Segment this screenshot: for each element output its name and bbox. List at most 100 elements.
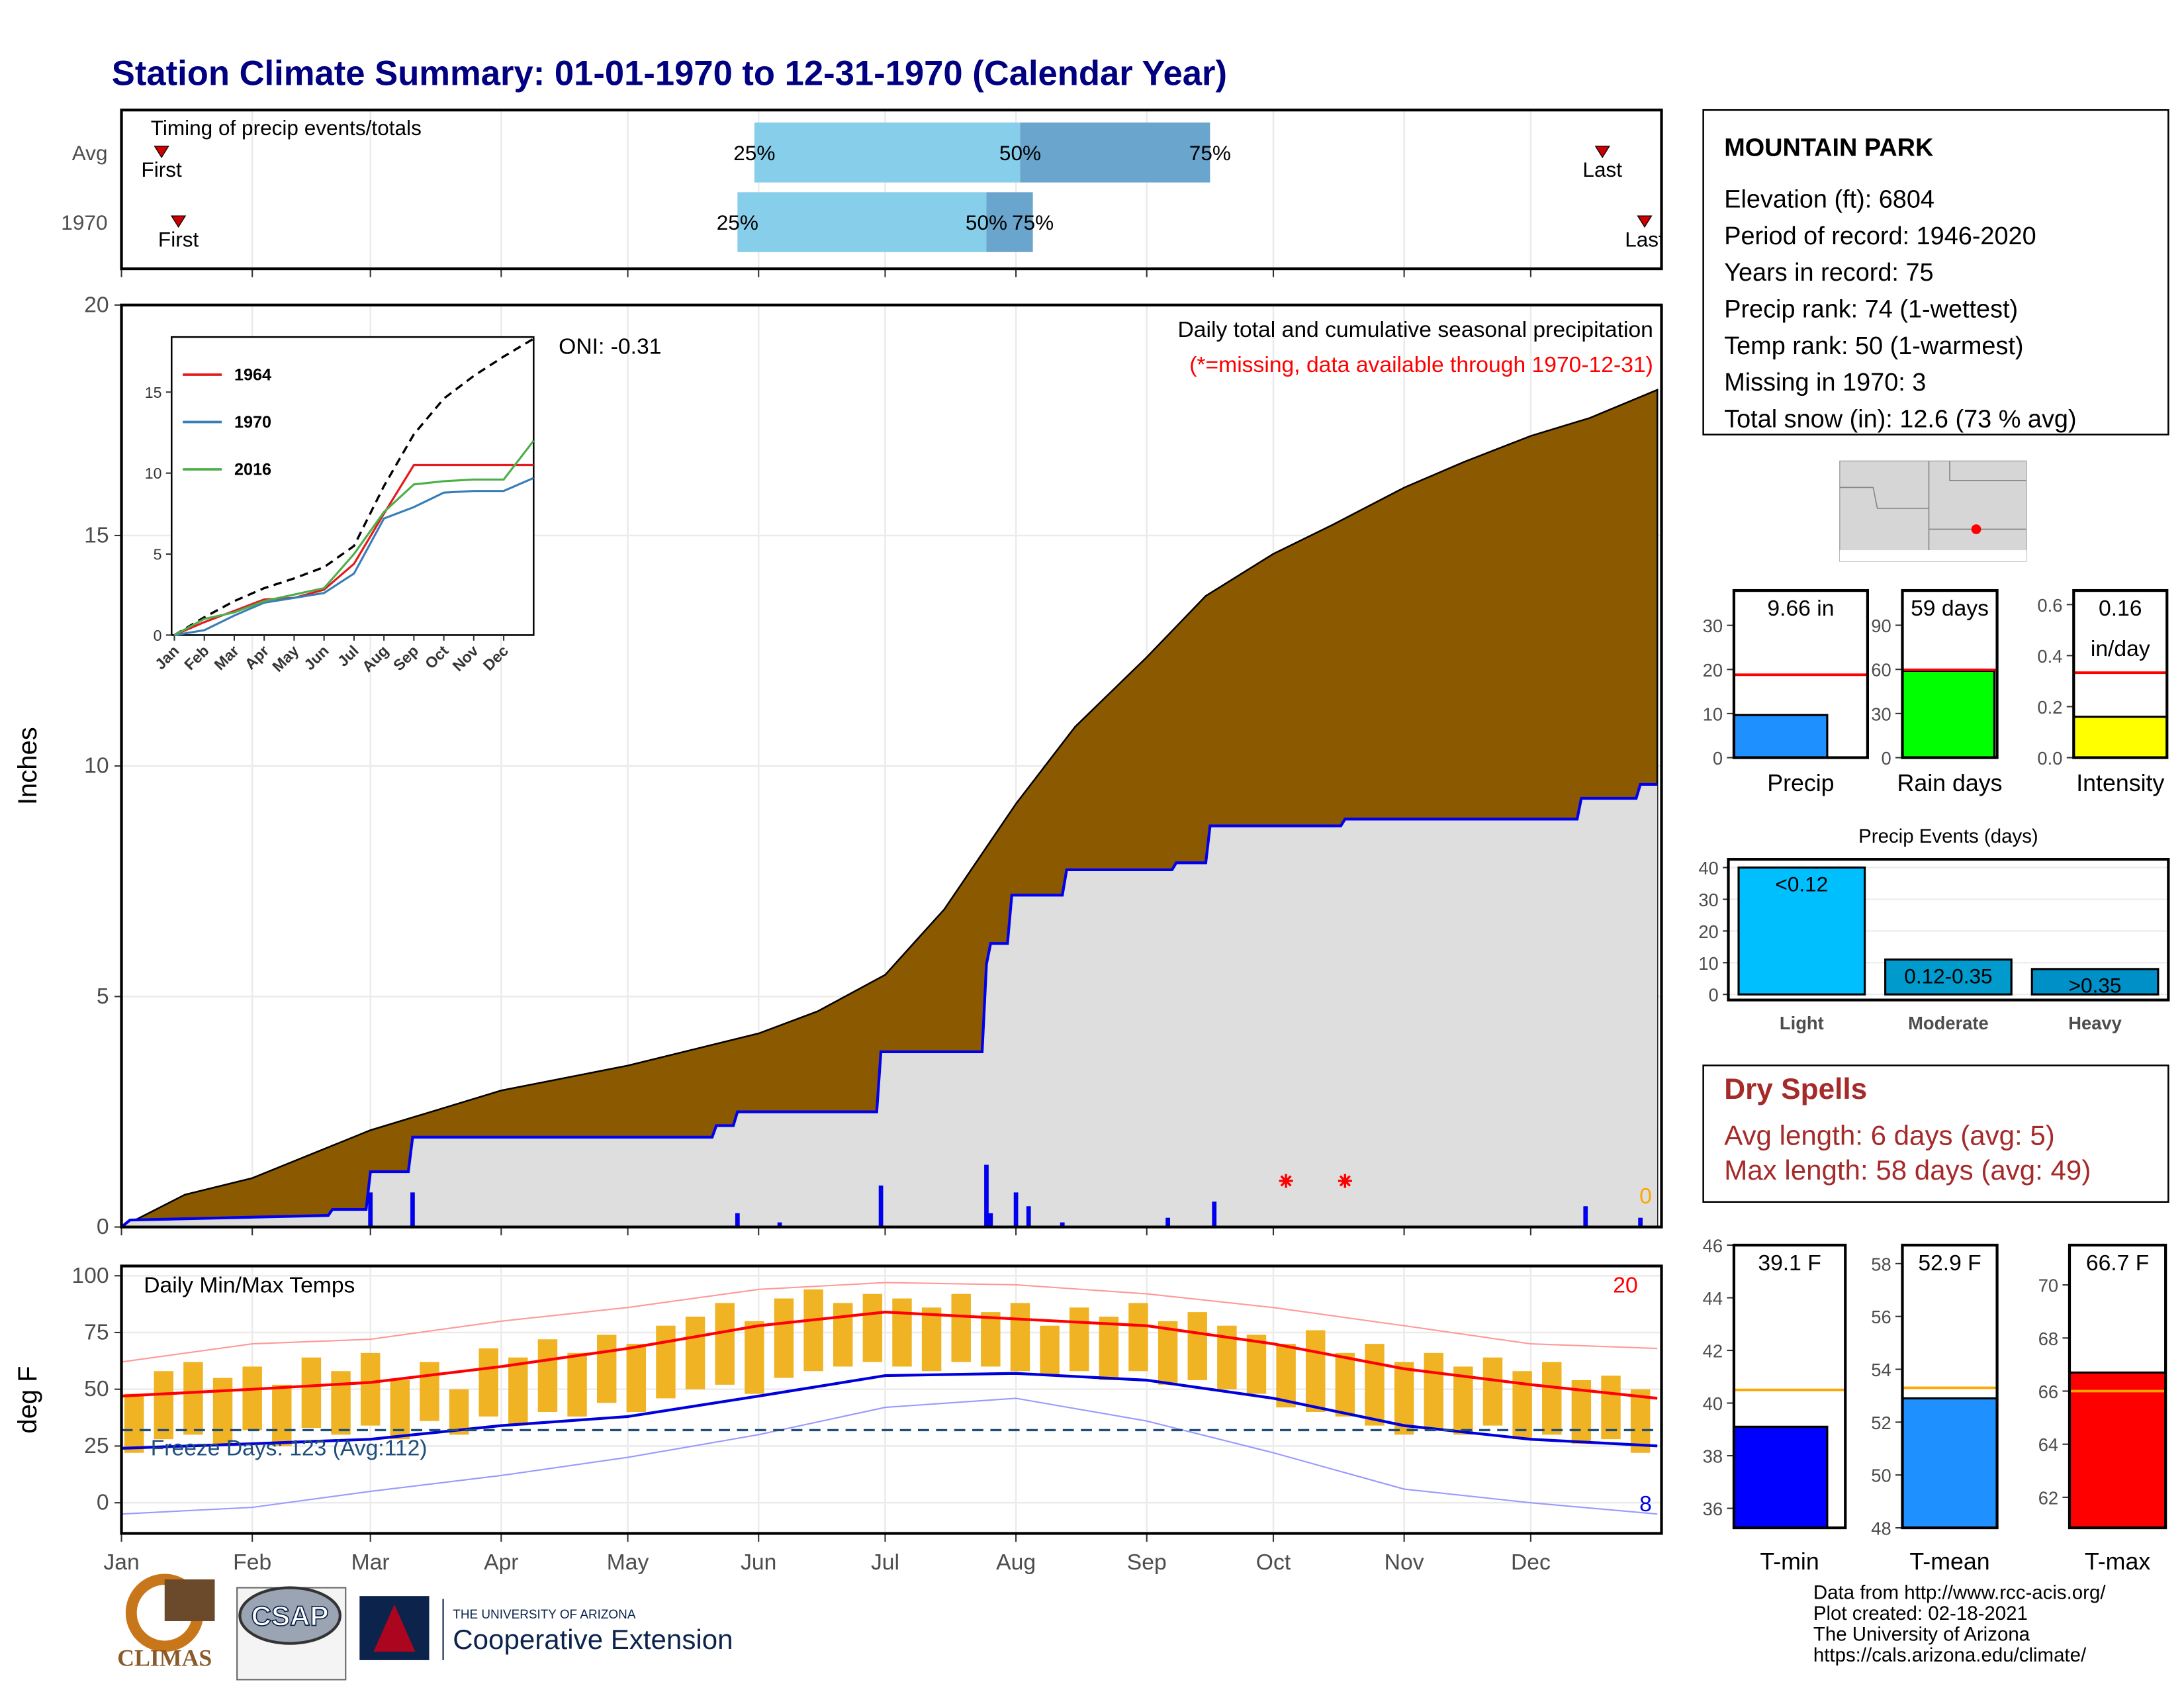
value-label: 52.9 F: [1918, 1251, 1981, 1276]
y-tick-label: 68: [2038, 1329, 2058, 1349]
y-tick-label: 15: [84, 523, 109, 547]
daily-range-bar: [1128, 1303, 1148, 1372]
event-marker: [154, 146, 169, 158]
y-tick-label: 46: [1703, 1235, 1723, 1256]
y-tick-label: 0: [154, 627, 162, 644]
row-label: Avg: [72, 141, 108, 165]
daily-range-bar: [715, 1303, 735, 1385]
y-tick-label: 64: [2038, 1434, 2058, 1455]
daily-range-bar: [301, 1357, 322, 1429]
dry-spells-info: Avg length: 6 days (avg: 5): [1724, 1119, 2055, 1150]
chart-title: Precip Events (days): [1858, 825, 2038, 847]
x-tick-label: Nov: [1385, 1550, 1424, 1575]
station-info: Elevation (ft): 6804: [1724, 185, 1934, 213]
y-tick-label: 56: [1871, 1307, 1891, 1327]
daily-range-bar: [537, 1339, 558, 1412]
station-info: Temp rank: 50 (1-warmest): [1724, 332, 2023, 360]
daily-range-bar: [1542, 1362, 1562, 1435]
category-label: Moderate: [1908, 1013, 1989, 1033]
event-marker: [170, 215, 187, 228]
y-tick-label: 0.6: [2037, 595, 2062, 616]
daily-range-bar: [921, 1307, 942, 1372]
daily-range-bar: [685, 1316, 705, 1389]
avg-min-line: [121, 1372, 1658, 1450]
bar-label: <0.12: [1775, 872, 1828, 896]
daily-range-bar: [862, 1293, 883, 1362]
station-info: Missing in 1970: 3: [1724, 369, 1926, 397]
daily-range-bar: [774, 1298, 794, 1378]
event-label: Last: [1625, 227, 1664, 251]
x-tick-label: May: [607, 1550, 649, 1575]
page-title: Station Climate Summary: 01-01-1970 to 1…: [112, 54, 1227, 93]
quartile-label: 50%: [966, 211, 1007, 234]
event-marker: [1594, 146, 1610, 158]
x-tick-label: Oct: [1256, 1550, 1291, 1575]
category-label: T-mean: [1909, 1548, 1989, 1575]
y-tick-label: 0.0: [2037, 748, 2062, 769]
daily-range-bar: [951, 1293, 971, 1362]
unit-label: in/day: [2091, 637, 2150, 661]
daily-bar: [735, 1213, 740, 1227]
category-label: Intensity: [2076, 770, 2164, 796]
station-info: Total snow (in): 12.6 (73 % avg): [1724, 405, 2076, 433]
quartile-box: [986, 192, 1033, 252]
y-tick-label: 38: [1703, 1446, 1723, 1467]
y-tick-label: 30: [1698, 890, 1718, 910]
daily-bar: [1638, 1217, 1643, 1227]
y-tick-label: 36: [1703, 1499, 1723, 1519]
y-tick-label: 20: [84, 293, 109, 317]
value-label: 39.1 F: [1758, 1251, 1821, 1276]
y-tick-label: 58: [1871, 1254, 1891, 1274]
daily-range-bar: [1276, 1344, 1296, 1408]
category-label: Heavy: [2068, 1013, 2122, 1033]
dry-spells-box: [1702, 1064, 2169, 1203]
average-line: [173, 338, 535, 636]
chart-frame: [1901, 1243, 1999, 1530]
daily-bar: [1212, 1201, 1217, 1227]
bar: [2072, 716, 2168, 759]
credit-line: Data from http://www.rcc-acis.org/: [1813, 1581, 2106, 1603]
series-line: [173, 440, 535, 636]
missing-marker: [1338, 1174, 1352, 1188]
plot-frame: [120, 1264, 1663, 1535]
daily-range-bar: [449, 1389, 469, 1435]
credit-line: Plot created: 02-18-2021: [1813, 1603, 2028, 1624]
bar-label: >0.35: [2069, 974, 2122, 998]
value-label: 0.16: [2099, 596, 2142, 621]
x-tick-label: Jan: [103, 1550, 139, 1575]
x-tick-label: Sep: [1127, 1550, 1167, 1575]
chart-frame: [1732, 588, 1870, 759]
snow-count: 0: [1639, 1184, 1652, 1209]
daily-range-bar: [1158, 1321, 1178, 1385]
legend-label: 1970: [234, 413, 271, 432]
daily-range-bar: [1306, 1330, 1326, 1412]
bar: [1901, 1397, 1999, 1529]
daily-bar: [1026, 1206, 1031, 1227]
y-tick-label: 66: [2038, 1382, 2058, 1402]
logo-text: THE UNIVERSITY OF ARIZONA: [453, 1608, 636, 1622]
daily-range-bar: [1040, 1325, 1060, 1376]
bar: [1733, 1425, 1829, 1529]
y-tick-label: 62: [2038, 1487, 2058, 1508]
daily-range-bar: [1365, 1344, 1385, 1426]
daily-range-bar: [1335, 1352, 1355, 1417]
daily-range-bar: [183, 1362, 203, 1435]
y-tick-label: 50: [1871, 1466, 1891, 1486]
category-label: T-max: [2085, 1548, 2150, 1575]
oni-label: ONI: -0.31: [559, 334, 661, 359]
x-tick-label: Feb: [233, 1550, 271, 1575]
quartile-label: 25%: [733, 141, 775, 165]
daily-range-bar: [567, 1352, 587, 1417]
y-tick-label: 0: [97, 1215, 109, 1239]
y-tick-label: 90: [1871, 616, 1891, 636]
event-label: First: [158, 227, 199, 251]
bar: [2030, 968, 2160, 996]
y-tick-label: 10: [1703, 704, 1723, 724]
y-tick-label: 0: [1713, 748, 1723, 769]
daily-range-bar: [1482, 1357, 1503, 1426]
y-tick-label: 100: [71, 1264, 109, 1288]
quartile-label: 75%: [1012, 211, 1054, 234]
event-label: First: [141, 158, 182, 181]
